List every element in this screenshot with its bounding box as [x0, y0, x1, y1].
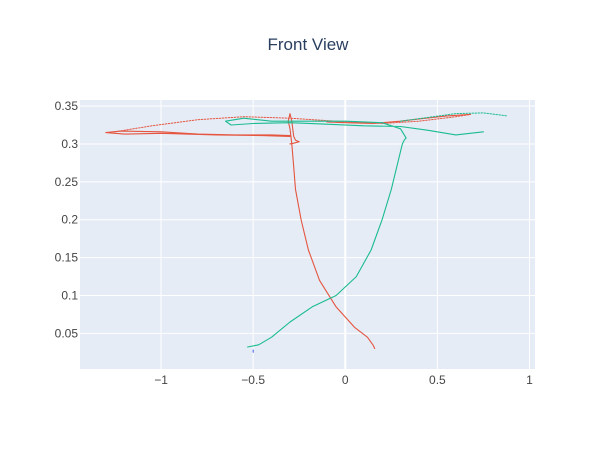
y-tick-label: 0.35 [55, 99, 79, 113]
x-tick-label: 0.5 [429, 373, 446, 387]
series-line-red-1 [105, 130, 291, 137]
x-tick-label: −1 [154, 373, 168, 387]
series-layer [105, 112, 508, 353]
x-tick-label: 1 [526, 373, 533, 387]
y-tick-label: 0.25 [55, 175, 79, 189]
series-line-green-5 [224, 117, 484, 139]
y-axis-ticks: 0.05 0.1 0.15 0.2 0.25 0.3 0.35 [55, 99, 79, 340]
series-line-green-4 [247, 137, 407, 348]
series-line-red-0 [287, 113, 376, 350]
grid-lines [80, 100, 535, 369]
y-tick-label: 0.2 [61, 213, 78, 227]
series-line-green-6 [400, 112, 508, 122]
plot-area [80, 100, 535, 369]
chart-title: Front View [268, 35, 350, 54]
series-line-red-2 [114, 113, 471, 133]
y-tick-label: 0.3 [61, 137, 78, 151]
y-tick-label: 0.05 [55, 326, 79, 340]
y-tick-label: 0.15 [55, 251, 79, 265]
x-axis-ticks: −1 −0.5 0 0.5 1 [154, 373, 533, 387]
x-tick-label: −0.5 [241, 373, 265, 387]
x-tick-label: 0 [342, 373, 349, 387]
y-tick-label: 0.1 [61, 288, 78, 302]
